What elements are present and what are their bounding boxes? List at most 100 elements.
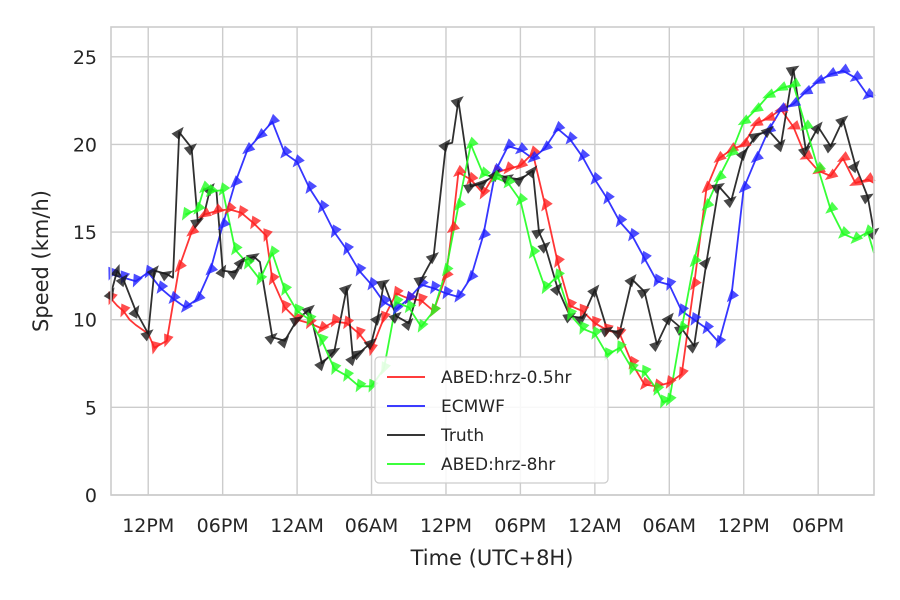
direction-arrow-ecmwf xyxy=(478,227,491,241)
direction-arrow-ecmwf xyxy=(292,154,305,168)
direction-arrow-abed-hrz-8hr xyxy=(713,170,727,183)
y-axis-title: Speed (km/h) xyxy=(29,190,53,332)
direction-arrow-ecmwf xyxy=(343,241,355,256)
direction-arrow-abed-hrz-8hr xyxy=(218,182,231,196)
direction-arrow-abed-hrz-0-5hr xyxy=(678,366,689,381)
direction-arrow-ecmwf xyxy=(527,150,541,163)
x-tick-label: 06AM xyxy=(643,515,697,537)
legend-box xyxy=(374,356,609,484)
direction-arrow-abed-hrz-8hr xyxy=(404,299,417,314)
direction-arrow-abed-hrz-0-5hr xyxy=(224,201,237,215)
direction-arrow-ecmwf xyxy=(355,262,367,277)
direction-arrow-ecmwf xyxy=(242,142,256,155)
direction-arrow-abed-hrz-0-5hr xyxy=(151,340,161,355)
direction-arrow-abed-hrz-8hr xyxy=(800,119,814,131)
direction-arrow-ecmwf xyxy=(267,113,281,127)
direction-arrow-abed-hrz-0-5hr xyxy=(861,172,876,183)
direction-arrow-abed-hrz-0-5hr xyxy=(665,375,677,389)
direction-arrow-abed-hrz-8hr xyxy=(641,364,652,379)
x-tick-label: 06PM xyxy=(792,515,844,537)
x-tick-label: 12PM xyxy=(718,515,770,537)
direction-arrow-truth xyxy=(736,147,749,162)
direction-arrow-abed-hrz-8hr xyxy=(629,361,639,376)
direction-arrow-truth xyxy=(401,317,414,332)
direction-arrow-truth xyxy=(860,193,874,205)
direction-arrow-truth xyxy=(773,139,786,153)
direction-arrow-ecmwf xyxy=(404,290,417,305)
direction-arrow-ecmwf xyxy=(192,290,206,304)
direction-arrow-ecmwf xyxy=(132,273,143,288)
tick-labels: 0 5 10 15 20 25 12PM 06PM 12AM 06AM 12PM 06PM 12AM 06… xyxy=(73,47,844,537)
direction-arrow-abed-hrz-0-5hr xyxy=(381,310,391,325)
direction-arrow-truth xyxy=(190,218,204,229)
direction-arrow-abed-hrz-8hr xyxy=(319,333,329,348)
direction-arrow-abed-hrz-8hr xyxy=(579,320,590,335)
direction-arrow-truth xyxy=(748,132,763,144)
x-axis-title: Time (UTC+8H) xyxy=(410,546,574,570)
direction-arrow-abed-hrz-8hr xyxy=(677,320,690,335)
direction-arrow-ecmwf xyxy=(230,175,243,188)
direction-arrow-abed-hrz-8hr xyxy=(478,166,491,180)
direction-arrow-abed-hrz-0-5hr xyxy=(120,303,131,318)
direction-arrow-ecmwf xyxy=(217,217,231,231)
direction-arrow-truth xyxy=(128,304,140,319)
direction-arrow-truth xyxy=(413,275,428,287)
direction-arrow-truth xyxy=(376,279,390,291)
direction-arrow-ecmwf xyxy=(539,140,554,153)
direction-arrow-abed-hrz-0-5hr xyxy=(356,326,366,341)
direction-arrow-truth xyxy=(233,256,246,270)
direction-arrow-abed-hrz-0-5hr xyxy=(317,320,330,334)
direction-arrow-truth xyxy=(146,265,159,279)
direction-arrow-abed-hrz-8hr xyxy=(181,206,193,221)
direction-arrow-abed-hrz-0-5hr xyxy=(749,116,764,127)
direction-arrow-truth xyxy=(797,145,812,158)
direction-arrow-truth xyxy=(351,349,366,361)
legend-label: Truth xyxy=(440,426,484,446)
direction-arrow-abed-hrz-0-5hr xyxy=(250,215,262,230)
direction-arrow-abed-hrz-0-5hr xyxy=(263,228,273,243)
direction-arrow-truth xyxy=(450,96,464,109)
direction-arrow-truth xyxy=(835,115,849,128)
direction-arrow-abed-hrz-8hr xyxy=(774,81,789,92)
direction-arrow-abed-hrz-0-5hr xyxy=(330,313,342,328)
direction-arrow-ecmwf xyxy=(552,120,566,134)
direction-arrow-ecmwf xyxy=(305,180,318,195)
direction-arrow-abed-hrz-8hr xyxy=(554,268,565,282)
direction-arrow-truth xyxy=(110,264,120,278)
direction-arrow-truth xyxy=(549,282,563,297)
direction-arrow-truth xyxy=(599,326,614,338)
direction-arrow-ecmwf xyxy=(590,171,603,185)
direction-arrow-ecmwf xyxy=(750,150,764,163)
direction-arrow-abed-hrz-0-5hr xyxy=(640,376,653,390)
direction-arrow-truth xyxy=(326,347,341,359)
direction-arrow-abed-hrz-8hr xyxy=(417,319,429,333)
direction-arrow-truth xyxy=(525,165,538,179)
direction-arrow-abed-hrz-8hr xyxy=(528,245,541,259)
x-tick-label: 12PM xyxy=(122,515,174,537)
plot-frame xyxy=(110,26,875,496)
direction-arrow-abed-hrz-0-5hr xyxy=(174,259,187,273)
direction-arrow-ecmwf xyxy=(653,273,665,288)
direction-arrow-ecmwf xyxy=(168,290,181,305)
direction-arrow-abed-hrz-8hr xyxy=(567,306,578,321)
direction-arrow-truth xyxy=(338,283,353,296)
direction-arrow-abed-hrz-8hr xyxy=(268,245,280,259)
direction-arrow-abed-hrz-0-5hr xyxy=(592,315,602,330)
direction-arrow-abed-hrz-8hr xyxy=(256,271,268,286)
direction-arrow-abed-hrz-0-5hr xyxy=(343,315,355,330)
direction-arrow-truth xyxy=(215,264,227,279)
direction-arrow-abed-hrz-0-5hr xyxy=(761,111,776,121)
direction-arrow-abed-hrz-8hr xyxy=(665,392,677,407)
direction-arrow-ecmwf xyxy=(726,289,739,303)
direction-arrow-truth xyxy=(314,358,327,372)
y-tick-label: 15 xyxy=(73,222,97,244)
direction-arrow-ecmwf xyxy=(824,66,839,78)
direction-arrow-abed-hrz-8hr xyxy=(863,224,876,238)
direction-arrow-abed-hrz-8hr xyxy=(355,378,367,393)
direction-arrow-truth xyxy=(723,196,737,209)
direction-arrow-abed-hrz-0-5hr xyxy=(690,276,702,291)
direction-arrow-abed-hrz-0-5hr xyxy=(186,224,200,237)
direction-arrow-abed-hrz-8hr xyxy=(244,255,255,270)
direction-arrow-ecmwf xyxy=(180,299,194,313)
